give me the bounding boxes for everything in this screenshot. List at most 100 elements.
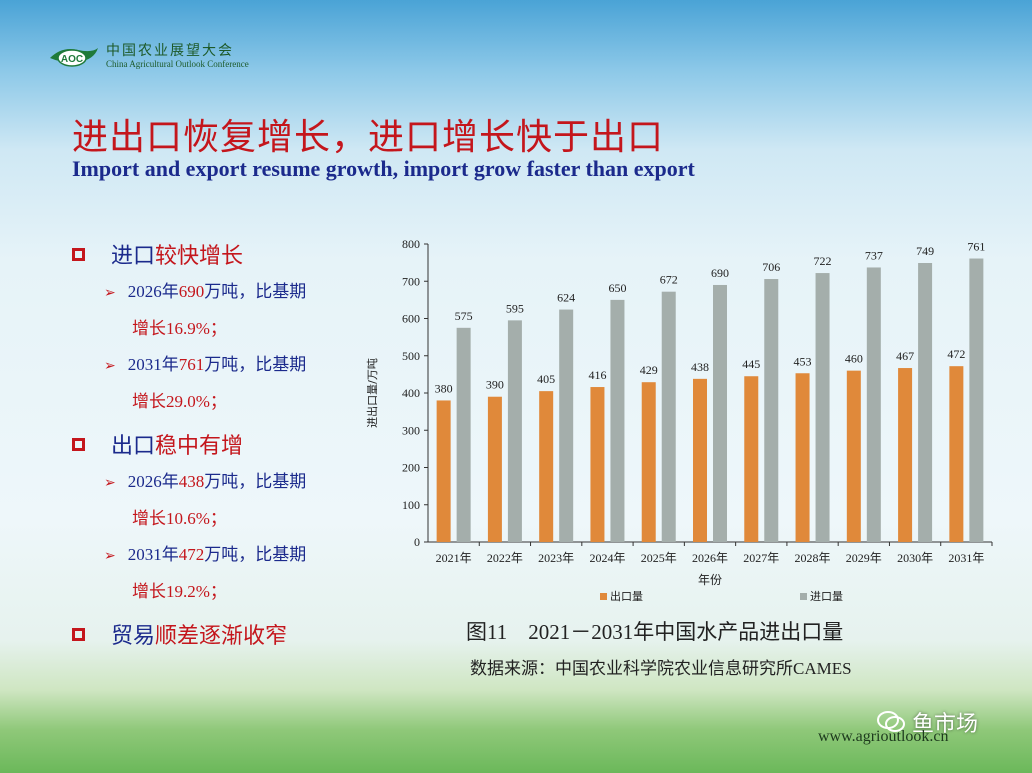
y-axis-label: 进出口量/万吨 bbox=[365, 358, 379, 428]
bar-export bbox=[846, 370, 861, 542]
data-label: 722 bbox=[814, 254, 832, 268]
y-tick-label: 700 bbox=[402, 274, 420, 288]
data-source: 数据来源：中国农业科学院农业信息研究所CAMES bbox=[470, 659, 852, 678]
data-label: 472 bbox=[947, 347, 965, 361]
data-label: 672 bbox=[660, 273, 678, 287]
website-url: www.agrioutlook.cn bbox=[818, 728, 949, 745]
arrow-bullet-icon: ➢ bbox=[104, 475, 116, 491]
bullet-text-blue: 贸易 bbox=[111, 624, 156, 649]
y-tick-label: 0 bbox=[414, 535, 420, 549]
bullet-text-red: 顺差逐渐收窄 bbox=[155, 624, 288, 649]
data-label: 575 bbox=[455, 309, 473, 323]
y-tick-label: 500 bbox=[402, 349, 420, 363]
sub-bullet: ➢ 2026年438万吨，比基期 增长10.6%； bbox=[104, 472, 307, 528]
logo-english-name: China Agricultural Outlook Conference bbox=[106, 58, 249, 69]
data-label: 445 bbox=[742, 357, 760, 371]
bar-import bbox=[764, 279, 779, 542]
y-tick-label: 200 bbox=[402, 461, 420, 475]
x-tick-label: 2024年 bbox=[589, 551, 625, 565]
figure-caption: 图11 2021－2031年中国水产品进出口量 bbox=[466, 620, 844, 644]
x-tick-label: 2031年 bbox=[948, 551, 984, 565]
import-export-bar-chart: 0 100 200 300 400 500 600 700 800 进出口量/万吨 2021年 380… bbox=[365, 237, 993, 603]
bar-export bbox=[641, 382, 656, 542]
data-label: 737 bbox=[865, 248, 883, 262]
bar-import bbox=[559, 309, 574, 542]
data-label: 453 bbox=[794, 354, 812, 368]
bar-export bbox=[590, 387, 605, 542]
bar-import bbox=[866, 267, 881, 542]
x-tick-label: 2029年 bbox=[846, 551, 882, 565]
bullet-text-red: 稳中有增 bbox=[155, 434, 244, 459]
legend-swatch bbox=[800, 593, 807, 600]
watermark-text: 鱼市场 bbox=[912, 712, 979, 737]
aoc-logo-icon: AOC bbox=[48, 42, 100, 72]
slide-title-english: Import and export resume growth, import … bbox=[72, 156, 695, 181]
arrow-bullet-icon: ➢ bbox=[104, 358, 116, 374]
bar-import bbox=[610, 299, 625, 542]
bar-export bbox=[539, 391, 554, 542]
y-tick-label: 300 bbox=[402, 423, 420, 437]
square-bullet-icon bbox=[72, 627, 85, 641]
bar-export bbox=[744, 376, 759, 542]
bar-export bbox=[795, 373, 810, 542]
sub-bullet: ➢ 2026年690万吨，比基期 增长16.9%； bbox=[104, 282, 307, 338]
bar-export bbox=[487, 396, 502, 542]
data-label: 460 bbox=[845, 352, 863, 366]
y-tick-label: 400 bbox=[402, 386, 420, 400]
x-tick-label: 2023年 bbox=[538, 551, 574, 565]
bullet-list: 进口 较快增长 ➢ 2026年690万吨，比基期 增长16.9%； ➢ 2031年76… bbox=[72, 234, 372, 654]
bar-import bbox=[661, 291, 676, 542]
bar-import bbox=[713, 284, 727, 542]
bar-import bbox=[456, 327, 471, 542]
sub-bullet: ➢ 2031年761万吨，比基期 增长29.0%； bbox=[104, 355, 307, 411]
bar-import bbox=[969, 258, 984, 542]
data-label: 650 bbox=[608, 281, 626, 295]
x-tick-label: 2026年 bbox=[692, 551, 728, 565]
y-tick-label: 600 bbox=[402, 312, 420, 326]
x-tick-label: 2030年 bbox=[897, 551, 933, 565]
data-label: 405 bbox=[537, 372, 555, 386]
x-axis-label: 年份 bbox=[698, 573, 722, 587]
y-tick-label: 800 bbox=[402, 237, 420, 251]
conference-logo: AOC 中国农业展望大会 China Agricultural Outlook … bbox=[48, 42, 249, 72]
data-label: 761 bbox=[967, 240, 985, 254]
data-label: 749 bbox=[916, 244, 934, 258]
x-tick-label: 2028年 bbox=[795, 551, 831, 565]
bar-import bbox=[507, 320, 522, 542]
y-tick-label: 100 bbox=[402, 498, 420, 512]
wechat-icon bbox=[877, 711, 905, 732]
sub-bullet: ➢ 2031年472万吨，比基期 增长19.2%； bbox=[104, 545, 307, 601]
bar-export bbox=[949, 366, 964, 542]
bar-export bbox=[436, 400, 451, 542]
data-label: 467 bbox=[896, 349, 914, 363]
bullet-text-red: 较快增长 bbox=[155, 244, 244, 269]
legend-label: 进口量 bbox=[810, 590, 843, 603]
bullet-export: 出口 稳中有增 bbox=[72, 424, 372, 464]
bar-export bbox=[898, 368, 913, 542]
legend-label: 出口量 bbox=[610, 589, 643, 603]
bullet-text-blue: 出口 bbox=[111, 434, 156, 459]
bar-import bbox=[815, 273, 830, 542]
x-tick-label: 2022年 bbox=[487, 551, 523, 565]
data-label: 390 bbox=[486, 378, 504, 392]
data-label: 690 bbox=[711, 266, 729, 280]
x-tick-label: 2027年 bbox=[743, 551, 779, 565]
data-label: 416 bbox=[588, 368, 606, 382]
bar-import bbox=[918, 262, 933, 542]
bullet-text-blue: 进口 bbox=[111, 244, 156, 269]
data-label: 438 bbox=[691, 360, 709, 374]
svg-text:AOC: AOC bbox=[61, 54, 83, 65]
logo-chinese-name: 中国农业展望大会 bbox=[106, 43, 234, 60]
arrow-bullet-icon: ➢ bbox=[104, 548, 116, 564]
square-bullet-icon bbox=[72, 437, 85, 451]
legend-swatch bbox=[600, 593, 607, 600]
bullet-trade: 贸易 顺差逐渐收窄 bbox=[72, 614, 372, 654]
bullet-import: 进口 较快增长 bbox=[72, 234, 372, 274]
data-label: 380 bbox=[435, 381, 453, 395]
bar-export bbox=[693, 378, 707, 542]
square-bullet-icon bbox=[72, 247, 85, 261]
data-label: 595 bbox=[506, 301, 524, 315]
data-label: 429 bbox=[640, 363, 658, 377]
x-tick-label: 2021年 bbox=[436, 551, 472, 565]
wechat-watermark: 鱼市场 bbox=[876, 706, 978, 738]
